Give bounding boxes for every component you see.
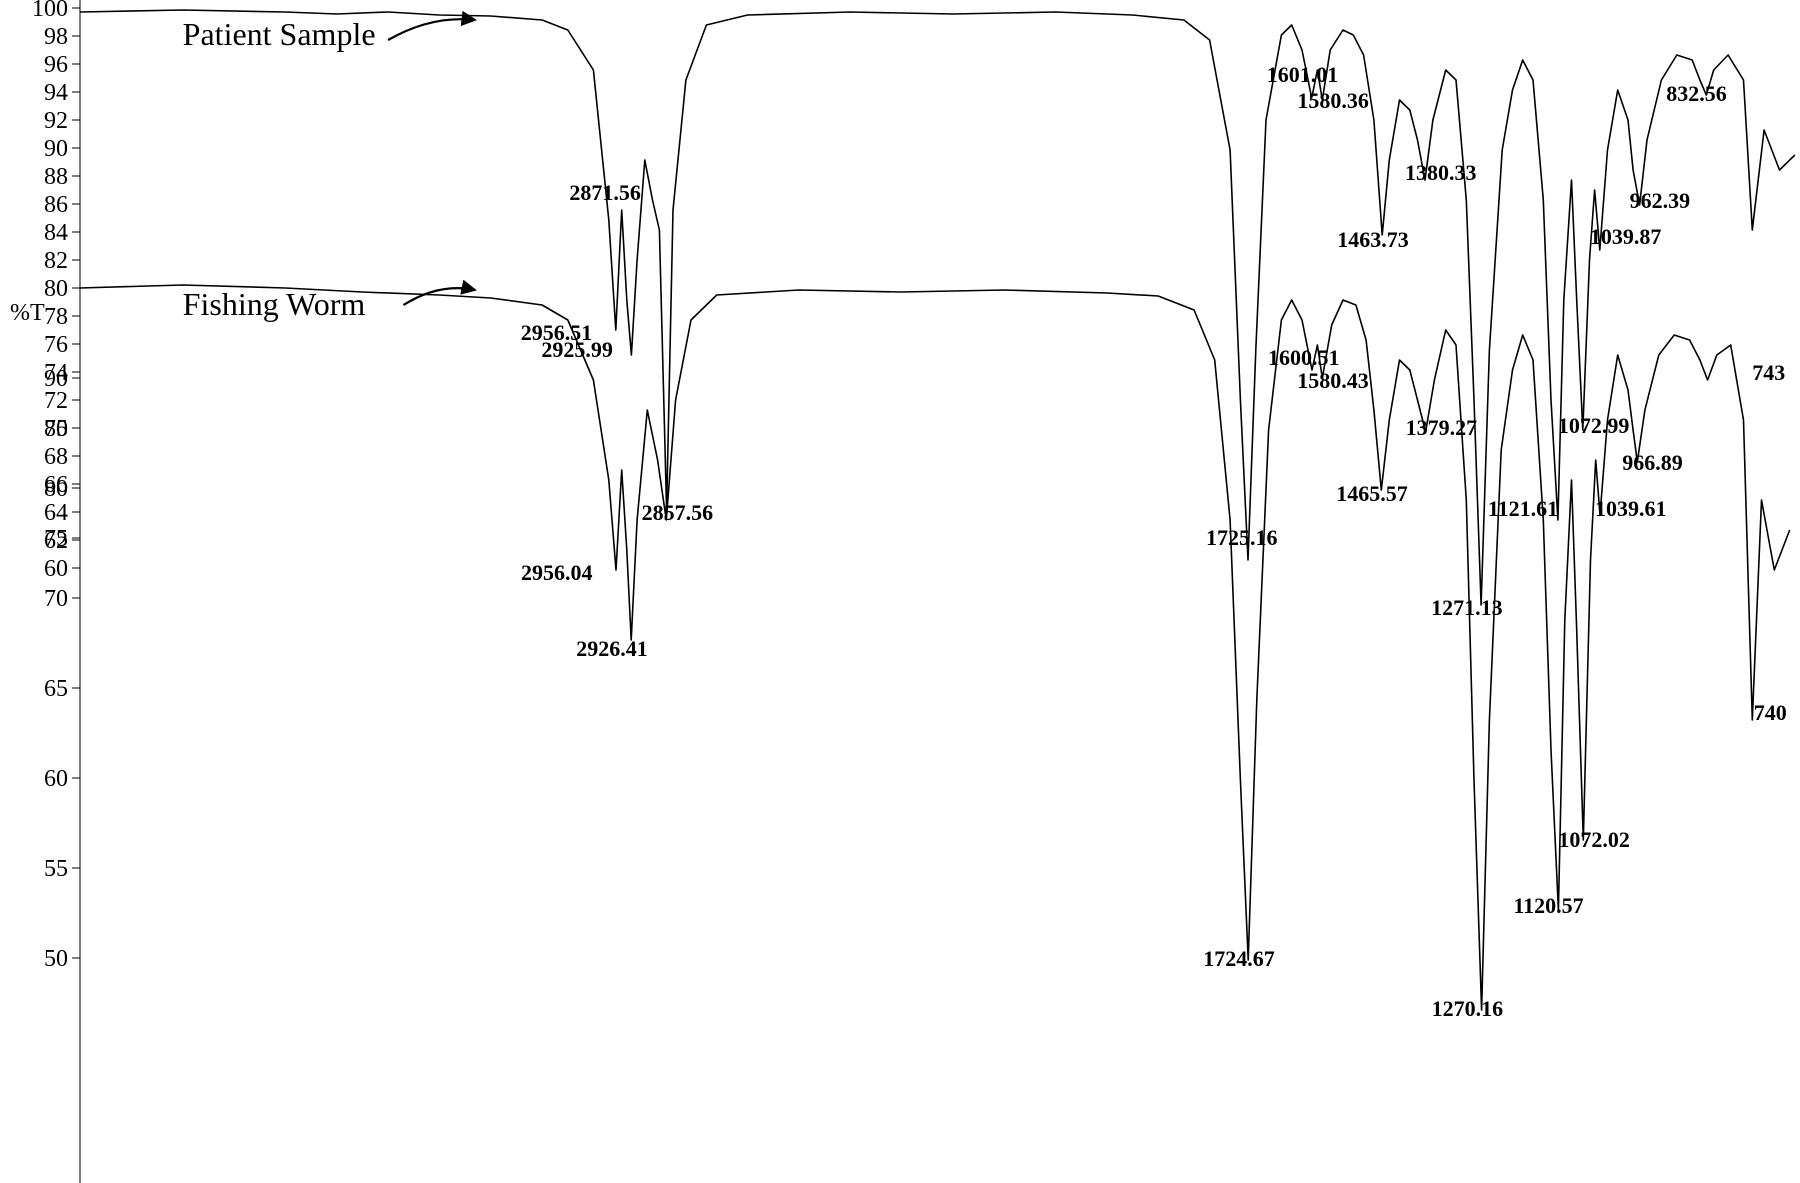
y-tick-label: 100 xyxy=(32,0,68,22)
series-label: Fishing Worm xyxy=(183,286,366,322)
y-tick-label: 96 xyxy=(44,52,68,78)
y-tick-label: 60 xyxy=(44,556,68,582)
y-tick-label: 78 xyxy=(44,304,68,330)
peak-label: 1120.57 xyxy=(1513,893,1583,918)
peak-label: 1465.57 xyxy=(1336,481,1408,506)
y-tick-label: 94 xyxy=(44,80,68,106)
peak-label: 1725.16 xyxy=(1206,525,1278,550)
peak-label: 2926.41 xyxy=(576,636,648,661)
y-tick-label: 88 xyxy=(44,164,68,190)
peak-label: 1463.73 xyxy=(1337,227,1409,252)
peak-label: 962.39 xyxy=(1630,188,1691,213)
y-tick-label: 92 xyxy=(44,108,68,134)
y-tick-label: 70 xyxy=(44,586,68,612)
y-axis-title: %T xyxy=(10,300,45,326)
y-tick-label: 98 xyxy=(44,24,68,50)
series-label: Patient Sample xyxy=(183,16,376,52)
y-tick-label: 60 xyxy=(44,766,68,792)
peak-label: 1072.99 xyxy=(1558,413,1630,438)
y-tick-label: 85 xyxy=(44,416,68,442)
peak-label: 1072.02 xyxy=(1558,827,1630,852)
peak-label: 1580.43 xyxy=(1297,368,1369,393)
peak-label: 1724.67 xyxy=(1203,946,1275,971)
y-tick-label: 68 xyxy=(44,444,68,470)
y-tick-label: 82 xyxy=(44,248,68,274)
y-tick-label: 86 xyxy=(44,192,68,218)
y-tick-label: 55 xyxy=(44,856,68,882)
peak-label: 1270.16 xyxy=(1432,996,1504,1021)
peak-label: 1580.36 xyxy=(1297,88,1369,113)
peak-label: 1271.13 xyxy=(1431,595,1503,620)
y-tick-label: 50 xyxy=(44,946,68,972)
y-tick-label: 84 xyxy=(44,220,68,246)
y-tick-label: 64 xyxy=(44,500,68,526)
peak-label: 2956.04 xyxy=(521,560,593,585)
y-tick-label: 76 xyxy=(44,332,68,358)
peak-label: 1039.87 xyxy=(1590,224,1662,249)
peak-label: 1601.01 xyxy=(1267,62,1339,87)
peak-label: 1121.61 xyxy=(1488,496,1558,521)
peak-label: 1600.51 xyxy=(1268,345,1340,370)
peak-label: 1379.27 xyxy=(1406,415,1478,440)
peak-label: 743 xyxy=(1752,360,1785,385)
y-tick-label: 90 xyxy=(44,136,68,162)
y-tick-label: 80 xyxy=(44,476,68,502)
y-tick-label: 80 xyxy=(44,276,68,302)
peak-label: 832.56 xyxy=(1666,81,1727,106)
peak-label: 966.89 xyxy=(1622,450,1683,475)
peak-label: 2857.56 xyxy=(642,500,714,525)
peak-label: 740 xyxy=(1754,700,1787,725)
peak-label: 1039.61 xyxy=(1595,496,1667,521)
y-tick-label: 65 xyxy=(44,676,68,702)
y-tick-label: 90 xyxy=(44,366,68,392)
chart-svg: %T10098969492908886848280787674727068666… xyxy=(0,0,1800,1183)
ftir-spectra-chart: %T10098969492908886848280787674727068666… xyxy=(0,0,1800,1183)
peak-label: 2871.56 xyxy=(569,180,641,205)
y-tick-label: 75 xyxy=(44,526,68,552)
peak-label: 1380.33 xyxy=(1405,160,1477,185)
